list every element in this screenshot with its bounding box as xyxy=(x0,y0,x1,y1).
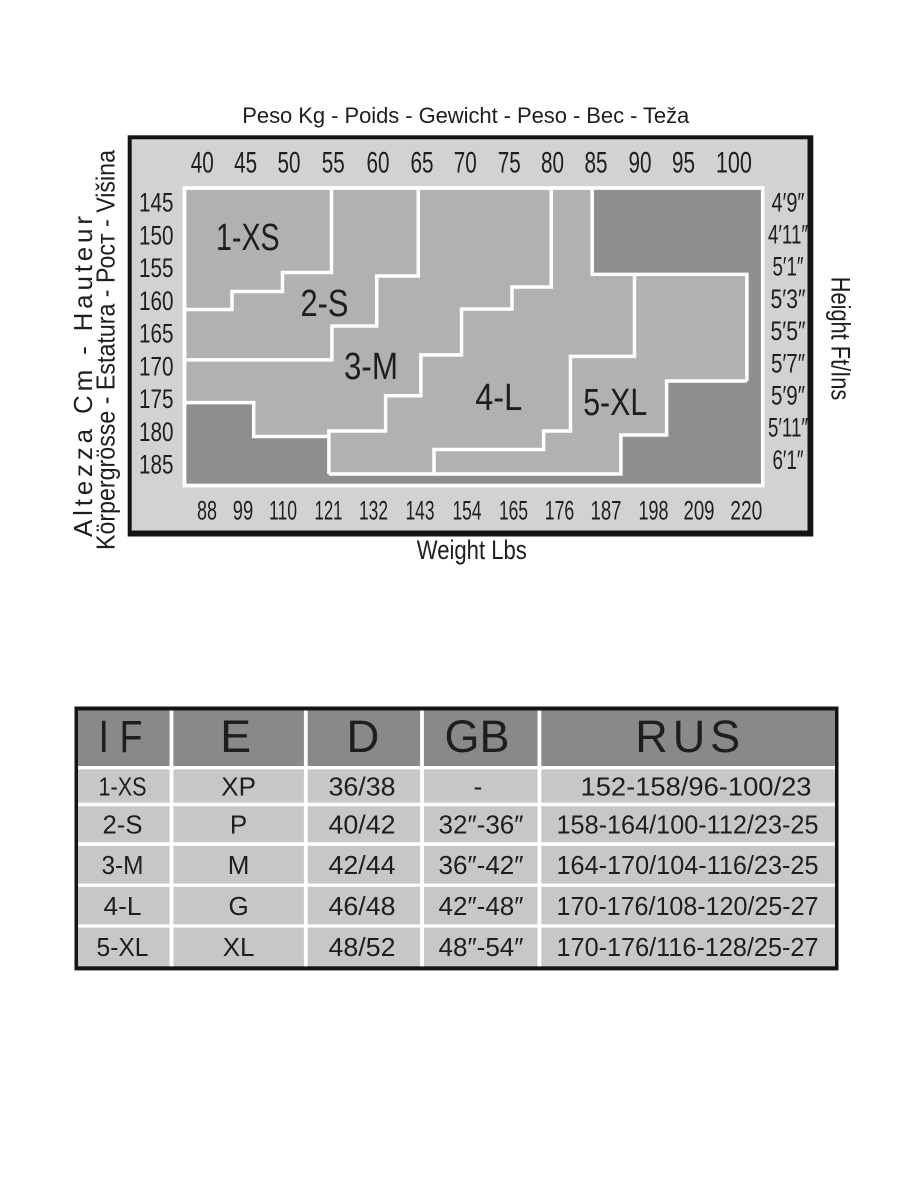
svg-text:Weight Lbs: Weight Lbs xyxy=(417,535,527,565)
svg-text:46/48: 46/48 xyxy=(329,891,396,921)
svg-text:Altezza Cm - Hauteur: Altezza Cm - Hauteur xyxy=(68,216,98,537)
svg-text:36″-42″: 36″-42″ xyxy=(439,850,524,880)
svg-text:45: 45 xyxy=(234,147,257,180)
svg-text:40: 40 xyxy=(191,147,214,180)
svg-text:75: 75 xyxy=(498,147,521,180)
svg-text:1-XS: 1-XS xyxy=(99,771,147,801)
svg-text:6′1″: 6′1″ xyxy=(773,445,804,475)
svg-text:Height Ft/Ins: Height Ft/Ins xyxy=(826,277,856,401)
svg-text:185: 185 xyxy=(139,450,174,480)
svg-text:4′11″: 4′11″ xyxy=(768,219,808,249)
svg-text:50: 50 xyxy=(278,147,301,180)
svg-text:5-XL: 5-XL xyxy=(97,932,149,962)
svg-text:100: 100 xyxy=(716,147,752,180)
svg-text:90: 90 xyxy=(629,147,652,180)
svg-text:5′7″: 5′7″ xyxy=(771,349,805,379)
svg-text:158-164/100-112/23-25: 158-164/100-112/23-25 xyxy=(557,810,819,840)
svg-text:P: P xyxy=(230,810,247,840)
svg-text:48/52: 48/52 xyxy=(329,932,396,962)
svg-text:3-M: 3-M xyxy=(344,346,398,388)
svg-text:2-S: 2-S xyxy=(103,810,143,840)
svg-text:150: 150 xyxy=(139,221,174,251)
svg-text:M: M xyxy=(228,850,250,880)
svg-text:152-158/96-100/23: 152-158/96-100/23 xyxy=(581,771,812,801)
svg-text:170-176/108-120/25-27: 170-176/108-120/25-27 xyxy=(557,891,819,921)
svg-text:36/38: 36/38 xyxy=(329,771,396,801)
svg-text:55: 55 xyxy=(322,147,345,180)
svg-text:155: 155 xyxy=(139,253,174,283)
svg-text:165: 165 xyxy=(499,496,528,526)
svg-text:176: 176 xyxy=(545,496,575,526)
svg-text:160: 160 xyxy=(139,286,174,316)
svg-text:4′9″: 4′9″ xyxy=(772,189,805,219)
svg-text:5′9″: 5′9″ xyxy=(771,381,805,411)
svg-text:80: 80 xyxy=(541,147,564,180)
svg-text:E: E xyxy=(220,711,251,762)
svg-text:Peso Kg - Poids - Gewicht - Pe: Peso Kg - Poids - Gewicht - Peso - Bec -… xyxy=(242,103,690,128)
svg-text:3-M: 3-M xyxy=(102,850,144,880)
svg-text:165: 165 xyxy=(139,319,174,349)
svg-text:-: - xyxy=(474,771,483,801)
svg-text:110: 110 xyxy=(269,496,297,526)
svg-text:4-L: 4-L xyxy=(475,377,522,419)
svg-text:42/44: 42/44 xyxy=(329,850,396,880)
svg-text:5′11″: 5′11″ xyxy=(768,412,808,442)
svg-text:1-XS: 1-XS xyxy=(216,217,280,259)
svg-text:RUS: RUS xyxy=(635,711,740,762)
svg-text:I F: I F xyxy=(99,711,143,762)
svg-text:145: 145 xyxy=(139,188,174,218)
svg-text:5′3″: 5′3″ xyxy=(771,285,806,315)
svg-text:95: 95 xyxy=(672,147,695,180)
svg-text:220: 220 xyxy=(730,496,762,526)
svg-text:85: 85 xyxy=(585,147,608,180)
svg-text:2-S: 2-S xyxy=(301,283,349,325)
svg-text:32″-36″: 32″-36″ xyxy=(439,810,524,840)
svg-text:198: 198 xyxy=(639,496,669,526)
svg-text:XL: XL xyxy=(223,932,255,962)
svg-text:170: 170 xyxy=(139,352,174,382)
svg-text:154: 154 xyxy=(453,496,482,526)
svg-text:143: 143 xyxy=(406,496,435,526)
svg-text:48″-54″: 48″-54″ xyxy=(439,932,524,962)
svg-text:70: 70 xyxy=(454,147,477,180)
svg-text:99: 99 xyxy=(233,496,254,526)
svg-text:121: 121 xyxy=(315,496,343,526)
svg-text:42″-48″: 42″-48″ xyxy=(439,891,524,921)
svg-text:164-170/104-116/23-25: 164-170/104-116/23-25 xyxy=(557,850,819,880)
svg-text:5′5″: 5′5″ xyxy=(771,317,806,347)
svg-text:40/42: 40/42 xyxy=(329,810,396,840)
svg-text:5-XL: 5-XL xyxy=(583,382,647,424)
svg-text:88: 88 xyxy=(197,496,217,526)
svg-text:132: 132 xyxy=(359,496,388,526)
svg-text:187: 187 xyxy=(591,496,622,526)
svg-text:4-L: 4-L xyxy=(104,891,142,921)
svg-text:170-176/116-128/25-27: 170-176/116-128/25-27 xyxy=(557,932,819,962)
svg-text:Körpergrösse - Estatura - Рост: Körpergrösse - Estatura - Рост - Višina xyxy=(91,150,121,550)
svg-text:60: 60 xyxy=(367,147,390,180)
svg-text:D: D xyxy=(346,711,379,762)
svg-text:GB: GB xyxy=(444,711,509,762)
svg-text:175: 175 xyxy=(139,384,174,414)
svg-text:G: G xyxy=(228,891,248,921)
svg-text:XP: XP xyxy=(221,771,256,801)
svg-text:5′1″: 5′1″ xyxy=(773,251,804,281)
svg-text:209: 209 xyxy=(684,496,715,526)
svg-text:65: 65 xyxy=(411,147,434,180)
svg-text:180: 180 xyxy=(139,417,174,447)
